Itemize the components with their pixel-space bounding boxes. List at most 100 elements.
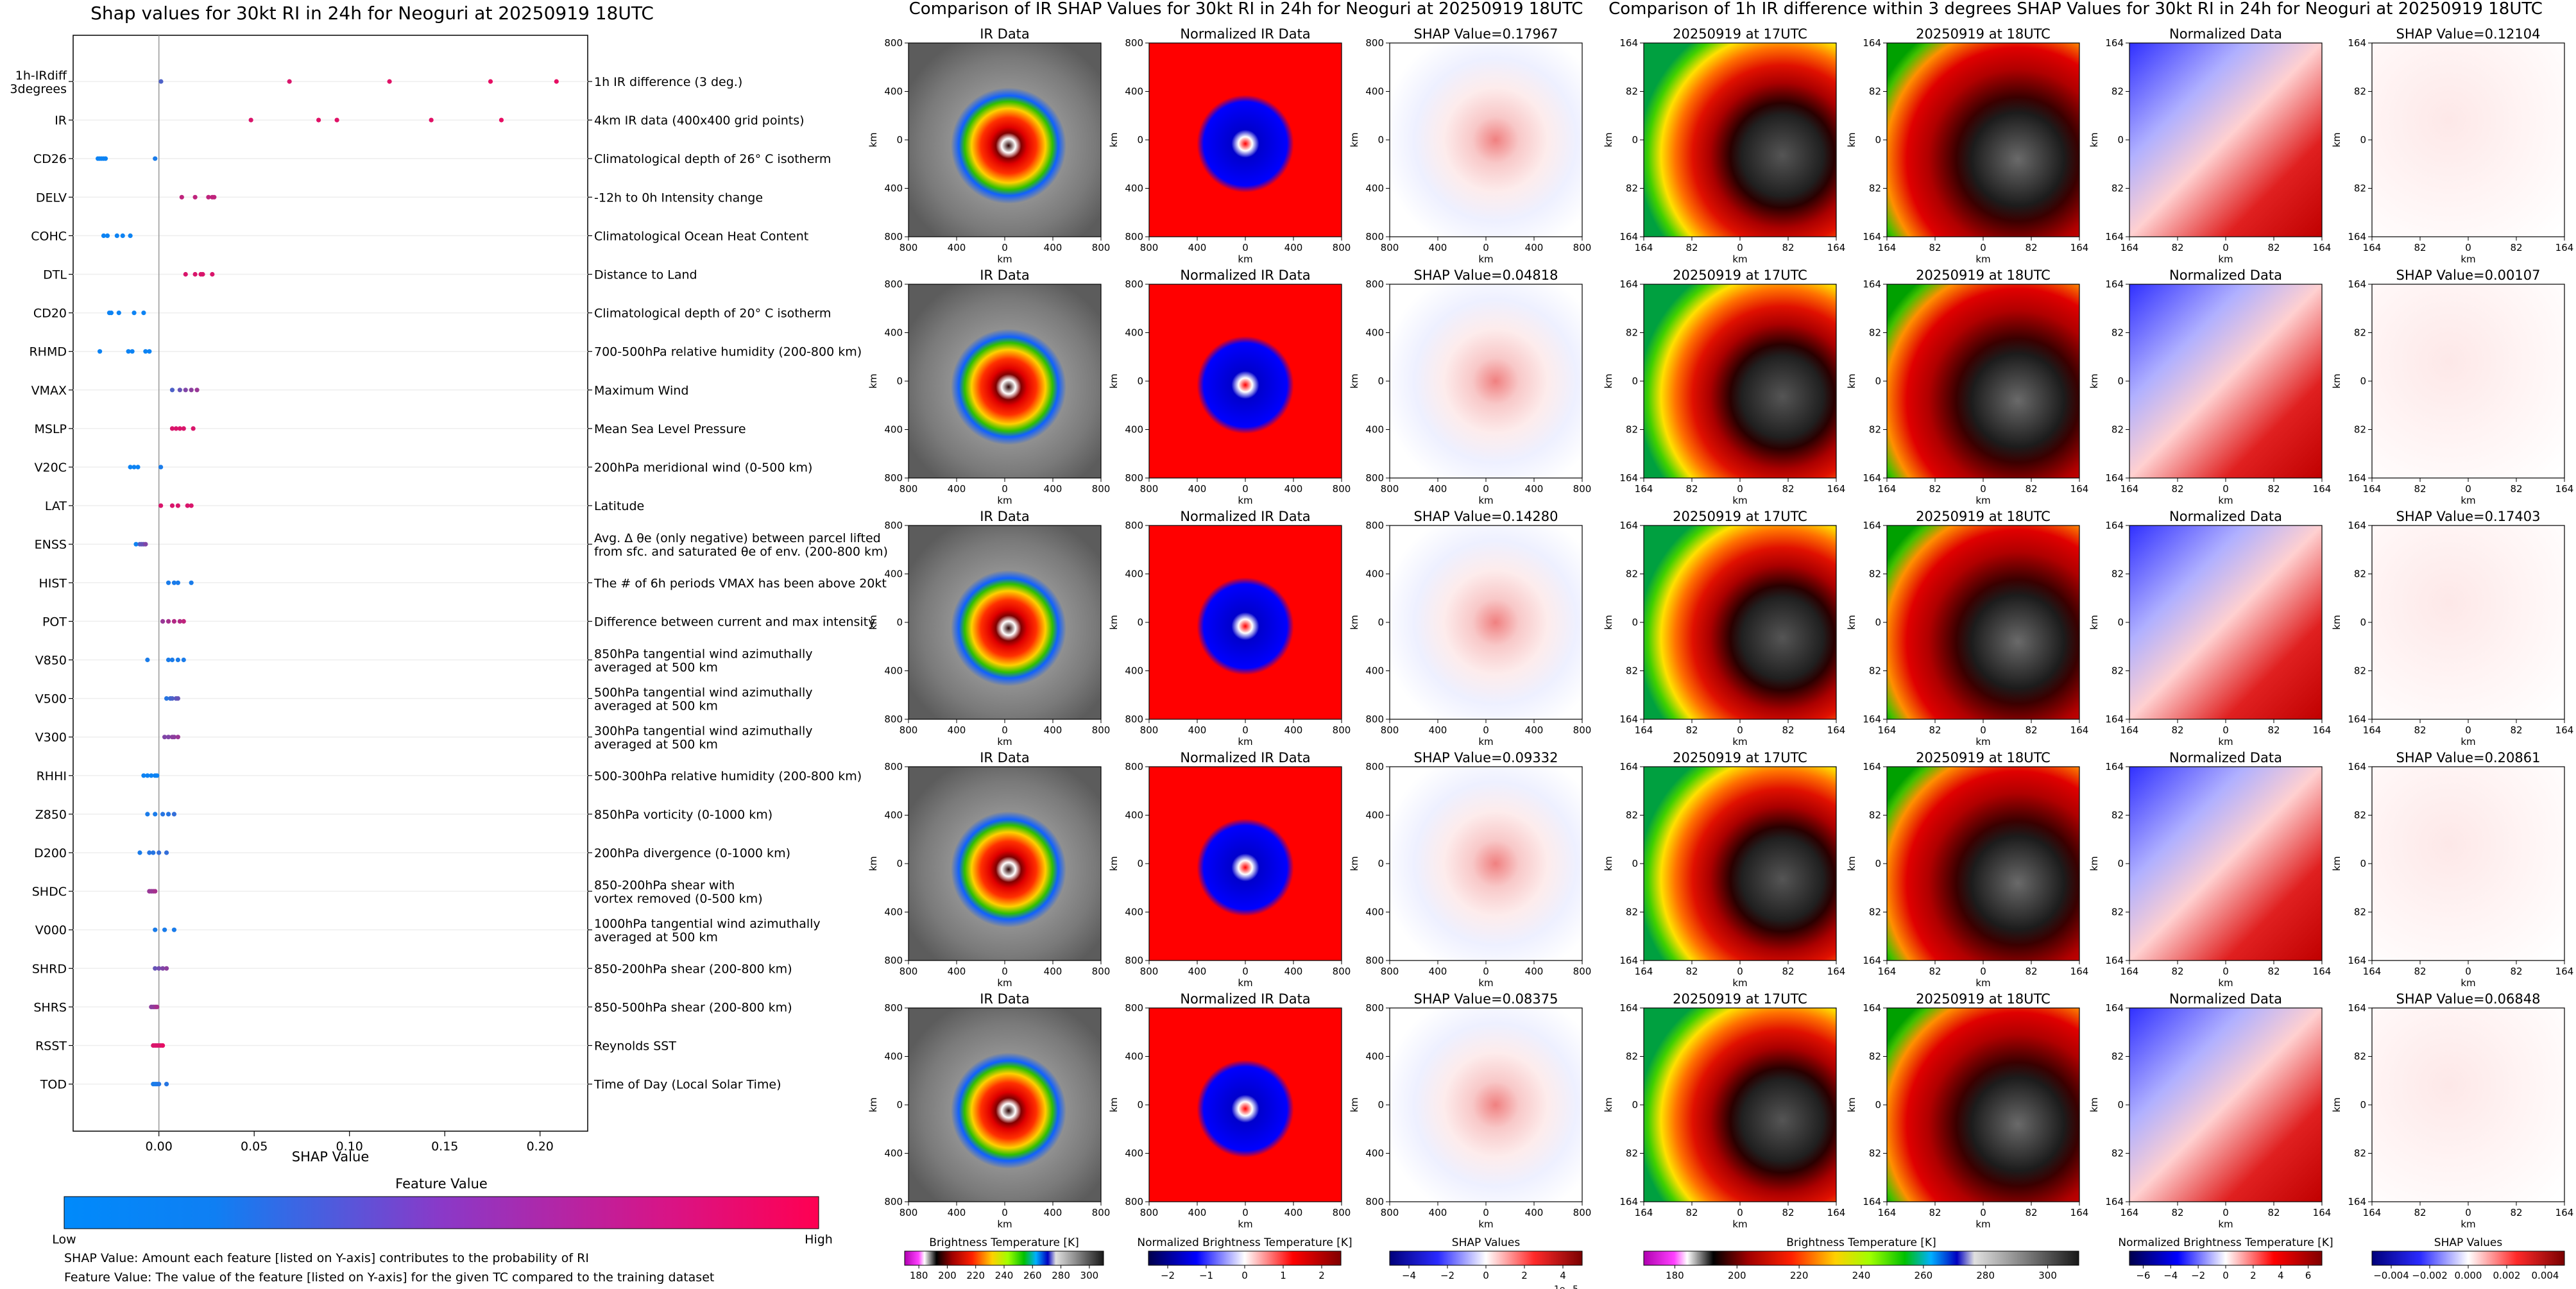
y-tick-label: 0 (2360, 1099, 2366, 1111)
y-tick-label: 164 (1863, 278, 1881, 290)
shap-point (120, 233, 125, 238)
ir-18utc-panel: 20250919 at 18UTC1641648282008282164164k… (1846, 991, 2088, 1230)
x-tick-label: 82 (2267, 724, 2280, 736)
normalized-ir-panel: Normalized IR Data8008004004000040040080… (1108, 991, 1351, 1230)
panel-title: SHAP Value=0.06848 (2396, 991, 2541, 1007)
y-axis-unit: km (1349, 615, 1360, 629)
colorbar-tick-label: 1 (1280, 1270, 1286, 1281)
x-tick-label: 164 (1635, 724, 1653, 736)
panel-title: Normalized IR Data (1180, 991, 1310, 1007)
x-tick-label: 164 (2120, 483, 2139, 495)
panel-image (1148, 766, 1342, 961)
x-tick-label: 82 (1782, 483, 1794, 495)
y-tick-label: 164 (2348, 1196, 2366, 1208)
y-axis-unit: km (2331, 856, 2342, 871)
colorbar-tick-label: 240 (995, 1270, 1014, 1281)
colorbar-gradient (2371, 1251, 2565, 1266)
panel-image (1389, 1007, 1583, 1202)
shap-point (166, 580, 171, 585)
shap-point (114, 233, 119, 238)
panel-title: SHAP Value=0.20861 (2396, 750, 2541, 765)
y-tick-label: 0 (1137, 858, 1143, 869)
x-tick-label: 82 (2025, 1207, 2037, 1218)
feature-name: RHMD (29, 345, 67, 359)
y-tick-label: 800 (1125, 1002, 1143, 1014)
x-axis-unit: km (2461, 253, 2475, 265)
x-tick-label: 164 (1878, 242, 1897, 253)
y-tick-label: 800 (884, 37, 903, 49)
feature-value-note: Feature Value: The value of the feature … (64, 1270, 714, 1285)
panel-image (2371, 42, 2565, 237)
shap-point (334, 117, 339, 123)
feature-name: V300 (35, 731, 67, 745)
y-tick-label: 400 (1365, 907, 1384, 918)
y-tick-label: 164 (2348, 761, 2366, 773)
y-tick-label: 82 (1869, 424, 1881, 436)
feature-description: 500-300hPa relative humidity (200-800 km… (594, 769, 862, 783)
panel-title: 20250919 at 17UTC (1673, 509, 1807, 524)
x-tick-label: 164 (2363, 1207, 2382, 1218)
x-axis-unit: km (1478, 736, 1493, 747)
x-tick-label: 800 (900, 1207, 918, 1218)
panel-image (908, 766, 1102, 961)
y-tick-label: 164 (1863, 955, 1881, 966)
y-tick-label: 0 (1875, 375, 1881, 387)
y-tick-label: 800 (884, 278, 903, 290)
x-tick-label: 82 (1929, 966, 1941, 977)
y-tick-label: 800 (1125, 520, 1143, 531)
colorbar-tick-label: 300 (2038, 1270, 2057, 1281)
y-axis-unit: km (2088, 856, 2100, 871)
feature-name: D200 (34, 846, 67, 860)
x-tick-label: 164 (1827, 483, 1846, 495)
x-tick-label: 400 (1525, 1207, 1544, 1218)
shap-point (128, 465, 133, 470)
x-axis-unit: km (2461, 736, 2475, 747)
shap-point (177, 619, 182, 624)
y-tick-label: 800 (1365, 37, 1384, 49)
shap-point (97, 349, 103, 354)
y-axis-unit: km (1846, 373, 1857, 388)
shap-point (153, 156, 158, 161)
x-tick-label: 800 (1573, 242, 1592, 253)
x-tick-label: 82 (1782, 1207, 1794, 1218)
y-tick-label: 400 (1365, 424, 1384, 436)
y-axis-unit: km (1603, 1097, 1614, 1112)
x-axis-unit: km (1478, 495, 1493, 506)
colorbar-tick-label: 260 (1915, 1270, 1933, 1281)
x-tick-label: 0 (1242, 1207, 1249, 1218)
x-tick-label: 800 (1140, 724, 1159, 736)
y-tick-label: 400 (1365, 183, 1384, 194)
x-tick-label: 800 (1092, 1207, 1111, 1218)
shap-point (192, 271, 198, 277)
y-axis-unit: km (1349, 856, 1360, 871)
x-axis-unit: km (1238, 736, 1252, 747)
x-tick-label: 82 (2171, 724, 2183, 736)
y-tick-label: 164 (2105, 520, 2124, 531)
panel-image (1148, 1007, 1342, 1202)
x-axis-unit: km (2461, 495, 2475, 506)
y-tick-label: 82 (1626, 1148, 1638, 1159)
shap-point (164, 850, 169, 855)
panel-image (1643, 525, 1837, 720)
y-tick-label: 0 (2117, 1099, 2124, 1111)
shap-point (155, 773, 160, 778)
feature-name: POT (42, 615, 67, 629)
colorbar-tick-label: 0 (1483, 1270, 1489, 1281)
shap-point (141, 311, 146, 316)
x-tick-label: 800 (1381, 966, 1399, 977)
y-tick-label: 400 (1365, 86, 1384, 98)
y-tick-label: 164 (2105, 713, 2124, 725)
x-tick-label: 82 (2510, 724, 2522, 736)
x-tick-label: 800 (1333, 966, 1351, 977)
panel-title: 20250919 at 18UTC (1916, 991, 2051, 1007)
shap-point (189, 503, 194, 508)
shap-point (499, 117, 504, 123)
colorbar-gradient (904, 1251, 1104, 1266)
x-tick-label: 164 (1878, 966, 1897, 977)
panel-image (1643, 42, 1837, 237)
shap-point (160, 1043, 166, 1048)
y-tick-label: 400 (884, 327, 903, 339)
